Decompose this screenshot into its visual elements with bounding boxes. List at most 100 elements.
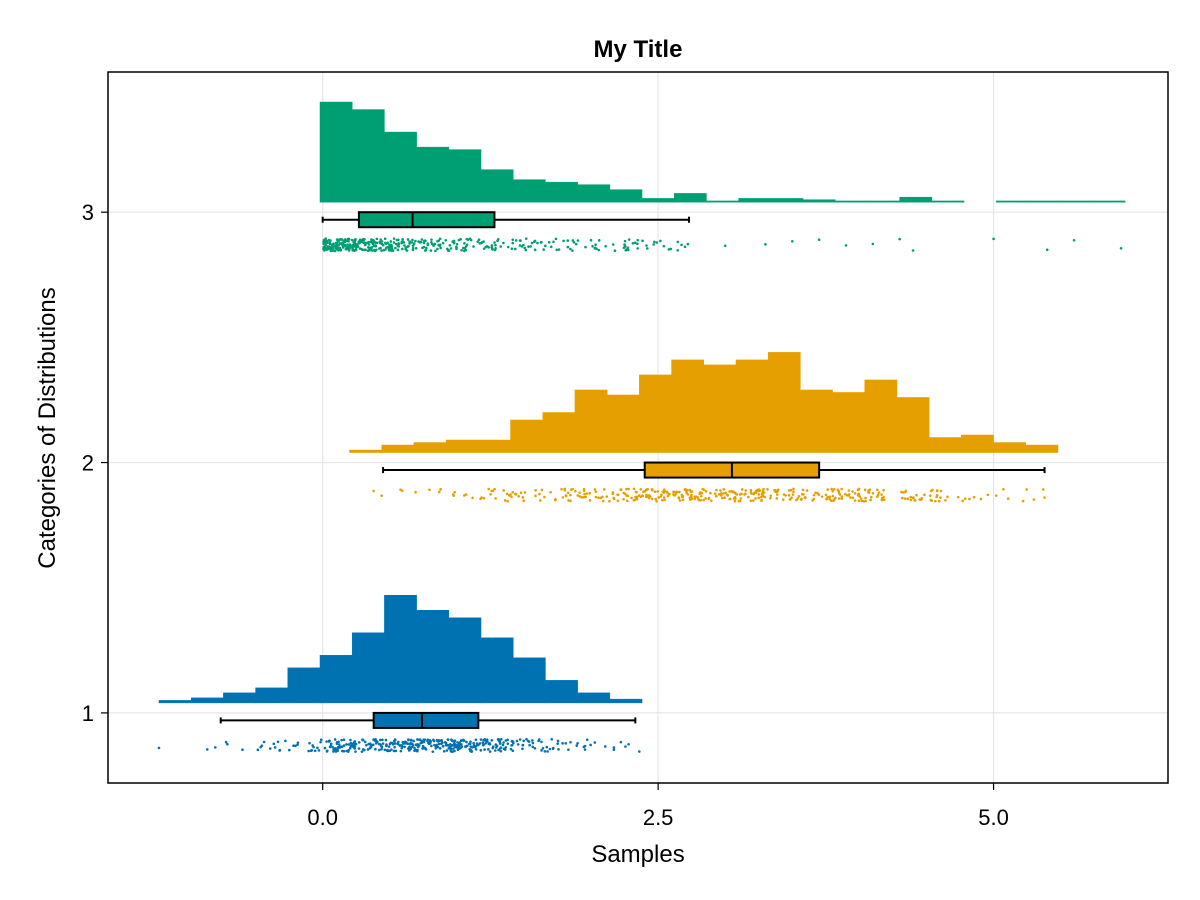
scatter-point [756,489,760,493]
scatter-point [454,745,457,749]
histogram-bar [673,193,707,203]
scatter-point [733,495,737,499]
scatter-point [307,749,310,753]
scatter-point [335,247,339,251]
scatter-point [812,493,816,497]
scatter-point [710,499,713,502]
histogram-bar [928,437,962,453]
histogram-bar [480,637,514,704]
histogram-bar [639,374,672,453]
scatter-point [426,739,429,743]
scatter-point [439,488,442,491]
scatter-point [463,242,466,245]
scatter-point [441,241,445,245]
scatter-point [536,241,539,245]
scatter-point [546,750,549,753]
scatter-point [459,743,463,746]
scatter-point [543,750,547,753]
scatter-point [499,746,503,749]
scatter-point [749,499,753,503]
scatter-point [523,246,527,250]
scatter-point [963,497,967,501]
scatter-point [373,249,377,253]
scatter-point [570,488,573,492]
scatter-point [430,240,433,244]
scatter-point [754,489,758,493]
scatter-point [519,491,523,494]
scatter-point [438,237,442,241]
scatter-point [358,247,362,250]
scatter-point [831,494,835,498]
scatter-point [582,745,586,749]
scatter-point [869,495,873,499]
scatter-point [663,498,666,502]
scatter-point [760,499,763,502]
chart-title: My Title [594,36,683,63]
scatter-point [562,239,565,243]
scatter-point [361,748,365,751]
scatter-point [313,749,317,753]
scatter-point [728,497,732,501]
scatter-point [511,238,515,241]
histogram-bar [1025,444,1059,453]
scatter-point [720,492,723,495]
scatter-point [791,493,795,496]
histogram-bar [351,109,385,203]
scatter-point [677,490,681,494]
scatter-point [639,487,643,491]
histogram-bar [641,198,675,203]
scatter-point [457,744,461,748]
scatter-point [775,497,779,500]
scatter-point [385,744,388,748]
scatter-point [478,242,482,245]
scatter-point [341,246,345,249]
scatter-point [856,488,860,492]
scatter-point [439,246,442,250]
histogram-bar [577,692,611,704]
scatter-point [597,496,600,500]
scatter-point [342,744,346,747]
histogram-bar [864,379,898,453]
scatter-point [511,241,515,245]
scatter-point [440,742,443,745]
scatter-point [549,490,552,494]
scatter-point [644,488,648,492]
scatter-point [345,246,349,249]
scatter-point [961,499,964,503]
scatter-point [374,741,378,745]
scatter-point [479,749,483,752]
histogram-bar [1060,200,1094,203]
scatter-point [769,494,773,498]
scatter-point [327,740,331,743]
scatter-point [636,242,639,246]
scatter-point [669,247,673,251]
scatter-point [431,750,435,753]
scatter-point [743,493,746,496]
scatter-point [576,239,580,242]
scatter-point [370,246,374,249]
scatter-point [1021,499,1025,503]
scatter-point [561,496,565,499]
scatter-point [834,496,837,500]
scatter-point [400,746,404,750]
scatter-point [360,750,364,753]
scatter-point [853,499,857,502]
scatter-point [510,744,513,747]
histogram-bar [158,700,192,704]
scatter-point [416,738,419,741]
scatter-point [817,493,821,496]
scatter-point [792,490,795,494]
scatter-point [828,498,832,501]
scatter-point [353,740,357,743]
scatter-point [676,248,680,252]
scatter-point [567,499,570,502]
scatter-point [506,738,509,742]
scatter-point [851,496,855,500]
scatter-point [421,747,424,750]
scatter-point [410,742,414,746]
scatter-point [655,241,659,244]
scatter-point [594,243,597,246]
x-tick-label: 0.0 [307,805,338,830]
scatter-point [832,498,836,502]
scatter-point [796,497,800,500]
